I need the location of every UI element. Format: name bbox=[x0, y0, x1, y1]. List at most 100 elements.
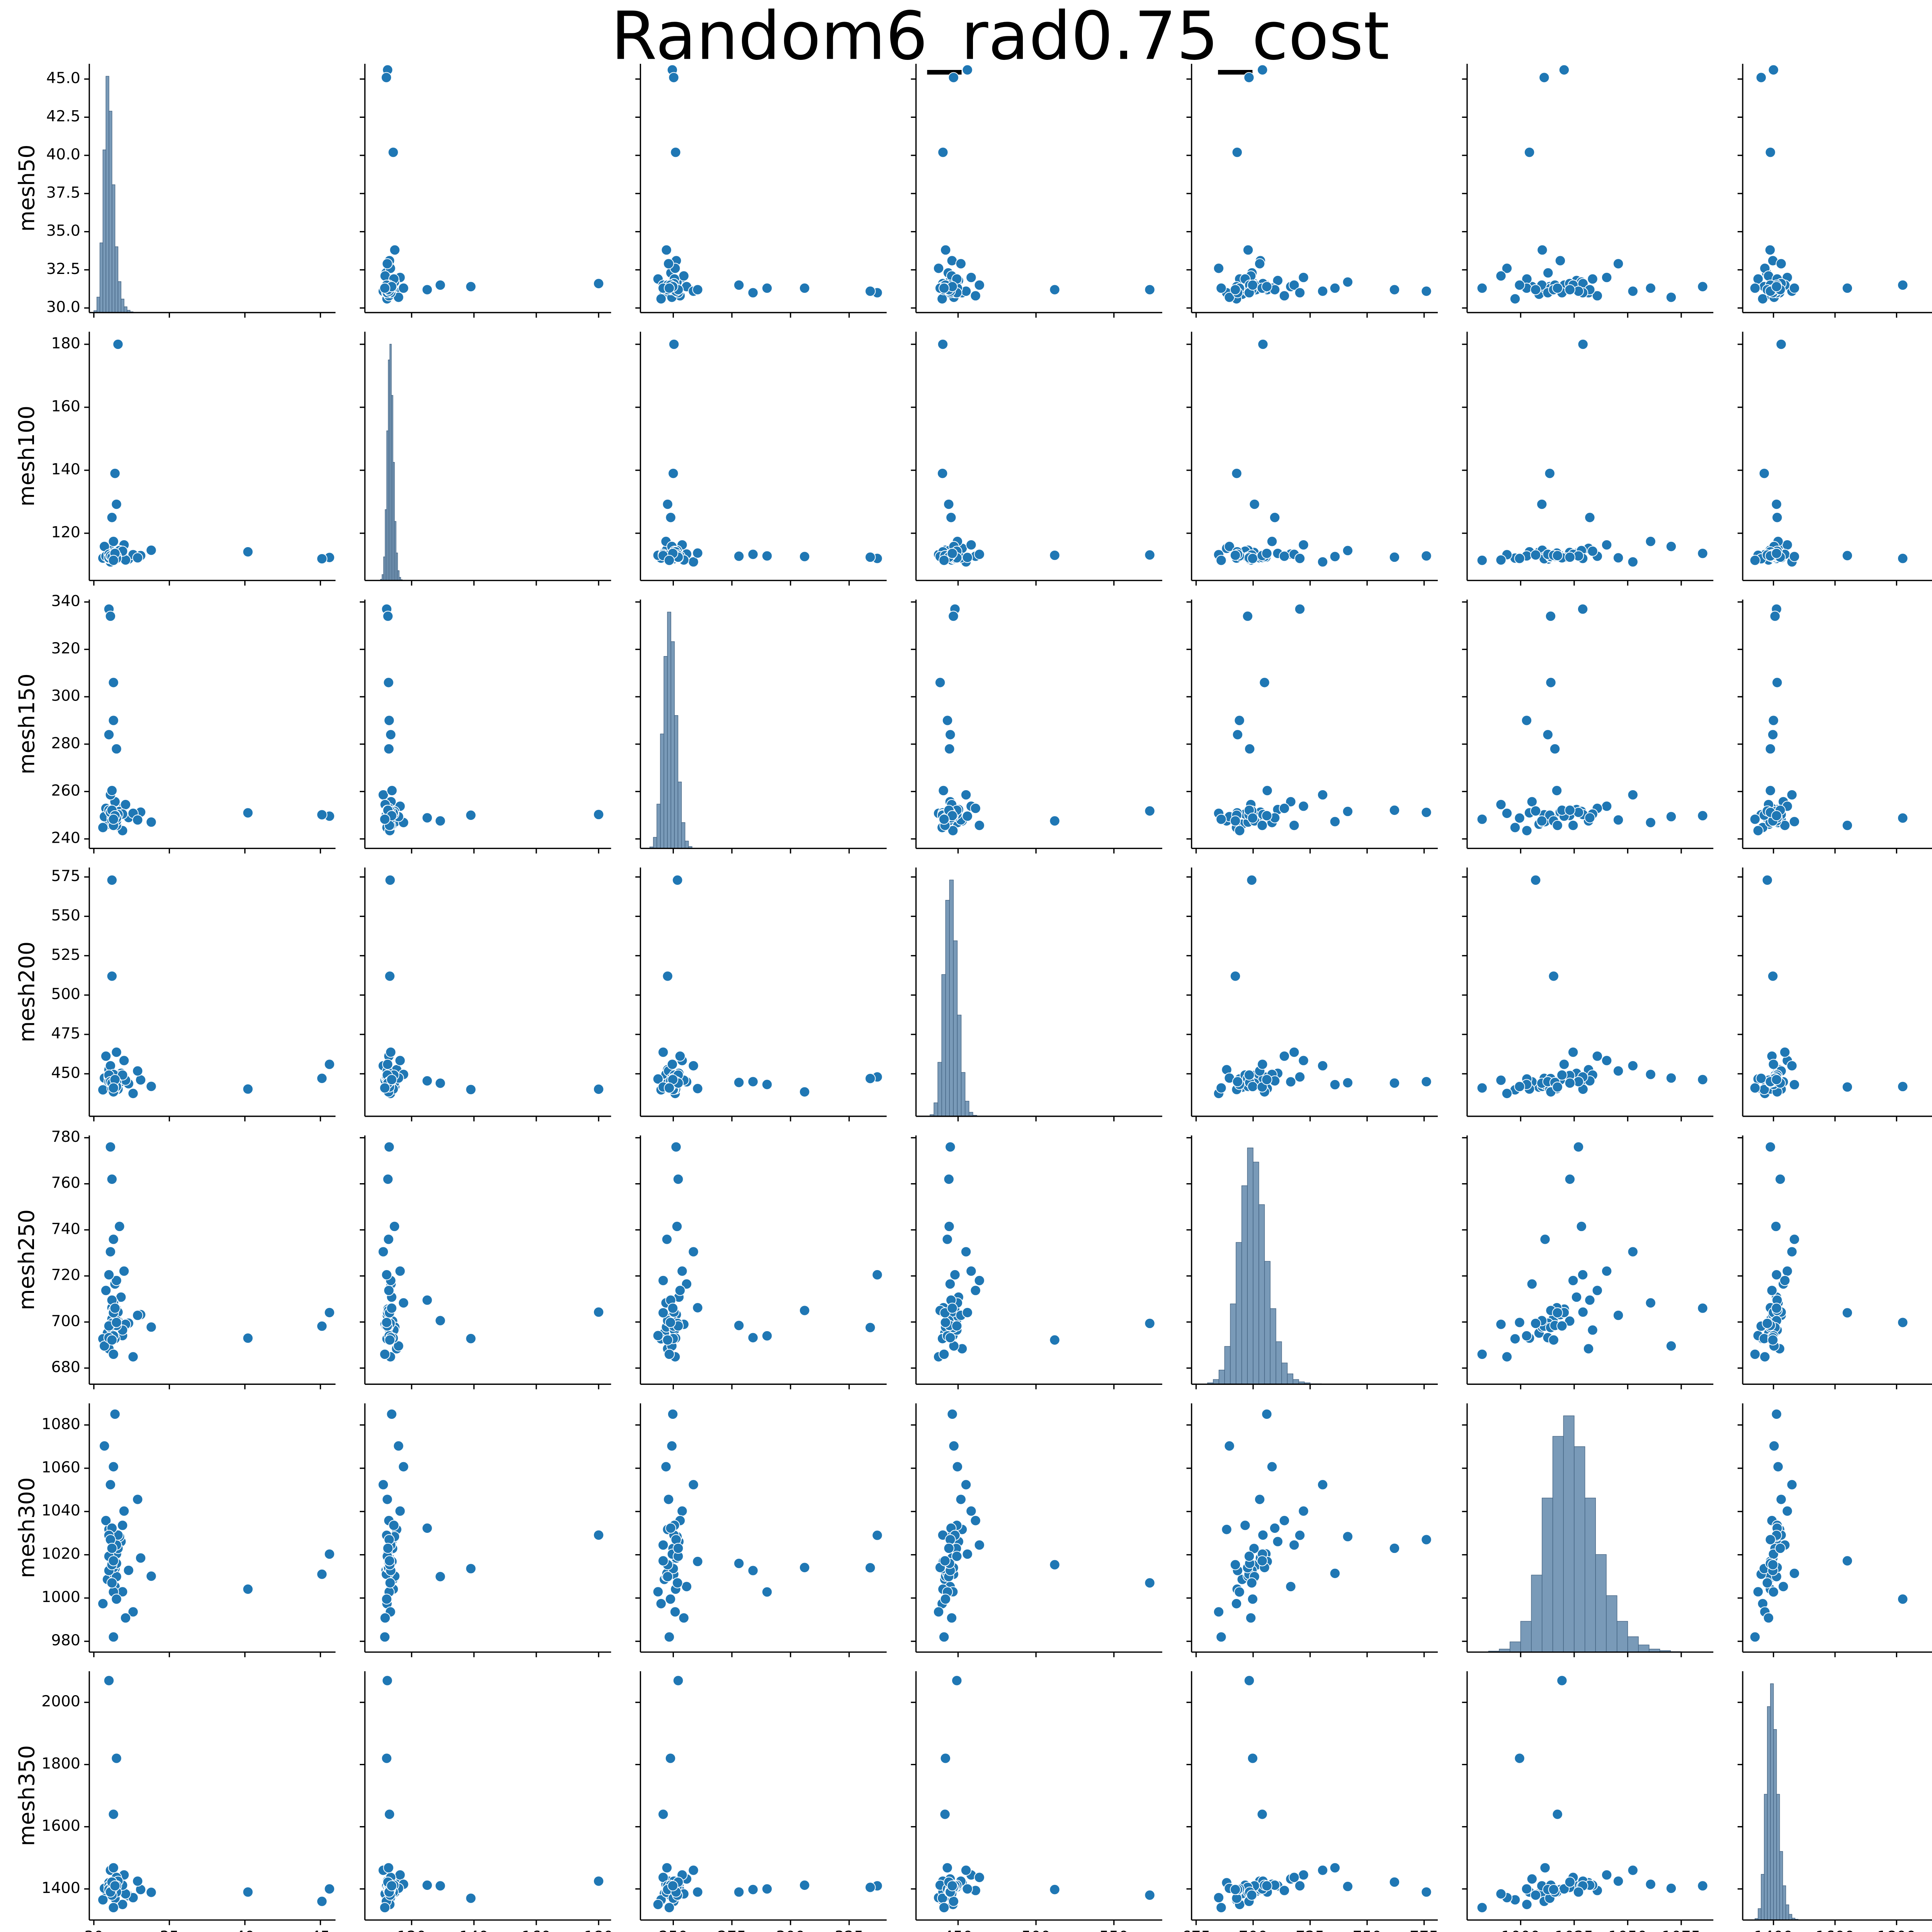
scatter-point bbox=[1789, 1234, 1800, 1245]
scatter-point bbox=[943, 498, 954, 510]
scatter-point bbox=[665, 1522, 676, 1534]
scatter-point bbox=[939, 1809, 951, 1820]
scatter-point bbox=[111, 1275, 122, 1286]
scatter-point bbox=[1279, 1051, 1290, 1062]
x-tick-label: 120 bbox=[397, 1928, 426, 1932]
scatter-point bbox=[1776, 338, 1787, 350]
scatter-point bbox=[1548, 971, 1559, 982]
y-tick-label: 180 bbox=[51, 335, 80, 352]
scatter-point bbox=[1272, 1536, 1283, 1547]
scatter-point bbox=[99, 1340, 110, 1352]
scatter-point bbox=[940, 244, 951, 256]
scatter-point bbox=[1298, 801, 1309, 812]
scatter-point bbox=[692, 1556, 703, 1567]
scatter-point bbox=[1645, 1879, 1656, 1890]
scatter-point bbox=[593, 809, 604, 820]
scatter-point bbox=[1552, 1081, 1563, 1093]
scatter-point bbox=[942, 1862, 953, 1873]
y-tick-label: 1080 bbox=[41, 1415, 80, 1433]
scatter-point bbox=[1240, 1520, 1251, 1531]
scatter-point bbox=[435, 815, 446, 827]
y-tick-label: 1000 bbox=[41, 1588, 80, 1606]
scatter-point bbox=[146, 1321, 157, 1333]
scatter-point bbox=[422, 1879, 433, 1891]
scatter-point bbox=[663, 1494, 674, 1505]
scatter-point bbox=[1556, 1320, 1568, 1332]
scatter-point bbox=[111, 1753, 122, 1764]
scatter-point bbox=[1789, 282, 1800, 294]
scatter-point bbox=[1530, 1889, 1541, 1901]
scatter-point bbox=[658, 1275, 669, 1286]
scatter-point bbox=[132, 814, 143, 826]
scatter-point bbox=[1762, 874, 1773, 886]
scatter-point bbox=[1234, 1586, 1245, 1598]
scatter-point bbox=[1501, 1351, 1513, 1362]
scatter-point bbox=[1768, 1586, 1779, 1598]
scatter-point bbox=[132, 1876, 143, 1887]
scatter-point bbox=[324, 1307, 335, 1318]
scatter-point bbox=[1329, 282, 1341, 294]
scatter-point bbox=[1257, 1529, 1269, 1541]
scatter-point bbox=[1245, 1612, 1257, 1624]
scatter-point bbox=[422, 284, 433, 295]
scatter-point bbox=[1247, 1081, 1259, 1092]
histogram-bar bbox=[1542, 1498, 1553, 1653]
scatter-point bbox=[105, 1246, 116, 1257]
scatter-point bbox=[108, 1234, 119, 1245]
scatter-point bbox=[946, 512, 957, 523]
scatter-point bbox=[132, 1310, 143, 1321]
scatter-point bbox=[662, 971, 673, 982]
scatter-point bbox=[1564, 804, 1576, 816]
scatter-point bbox=[242, 1083, 253, 1095]
scatter-point bbox=[733, 279, 745, 291]
scatter-point bbox=[761, 282, 773, 294]
scatter-point bbox=[948, 1440, 959, 1452]
scatter-point bbox=[933, 1606, 944, 1617]
scatter-point bbox=[947, 1303, 958, 1314]
scatter-point bbox=[665, 1753, 676, 1764]
scatter-point bbox=[1242, 611, 1253, 622]
scatter-point bbox=[108, 1809, 119, 1820]
scatter-point bbox=[939, 1555, 951, 1566]
scatter-point bbox=[1230, 549, 1241, 561]
y-tick-label: 720 bbox=[51, 1266, 80, 1284]
scatter-point bbox=[1665, 811, 1677, 822]
x-tick-label: 275 bbox=[717, 1928, 747, 1932]
scatter-point bbox=[938, 282, 950, 294]
scatter-point bbox=[1627, 556, 1638, 568]
scatter-point bbox=[1294, 553, 1306, 564]
scatter-point bbox=[1627, 286, 1638, 297]
scatter-point bbox=[663, 1631, 675, 1643]
scatter-point bbox=[1248, 1543, 1260, 1554]
scatter-point bbox=[1246, 1889, 1257, 1901]
scatter-point bbox=[1389, 284, 1400, 295]
scatter-point bbox=[951, 1320, 963, 1332]
scatter-point bbox=[962, 1307, 973, 1318]
y-tick-label: 45.0 bbox=[46, 69, 80, 87]
scatter-point bbox=[118, 1055, 130, 1066]
scatter-point bbox=[747, 549, 759, 560]
histogram-bar bbox=[1264, 1261, 1270, 1384]
scatter-point bbox=[933, 263, 944, 274]
scatter-point bbox=[1749, 1349, 1761, 1360]
scatter-point bbox=[108, 715, 119, 726]
scatter-point bbox=[1231, 1598, 1242, 1609]
scatter-point bbox=[937, 146, 949, 158]
scatter-point bbox=[97, 1598, 109, 1609]
scatter-point bbox=[379, 813, 391, 825]
histogram-bar bbox=[937, 1062, 942, 1117]
scatter-point bbox=[681, 1581, 692, 1592]
scatter-point bbox=[1567, 1275, 1579, 1286]
scatter-point bbox=[1665, 1883, 1677, 1894]
scatter-point bbox=[106, 785, 117, 796]
scatter-point bbox=[974, 279, 985, 291]
scatter-point bbox=[652, 1899, 664, 1910]
scatter-point bbox=[951, 1551, 963, 1562]
scatter-point bbox=[1763, 1612, 1774, 1624]
scatter-point bbox=[1249, 498, 1260, 510]
scatter-point bbox=[1779, 1275, 1791, 1286]
histogram-bar bbox=[121, 299, 124, 313]
scatter-point bbox=[398, 282, 409, 294]
scatter-point bbox=[1771, 1269, 1782, 1281]
scatter-point bbox=[1261, 1880, 1272, 1891]
